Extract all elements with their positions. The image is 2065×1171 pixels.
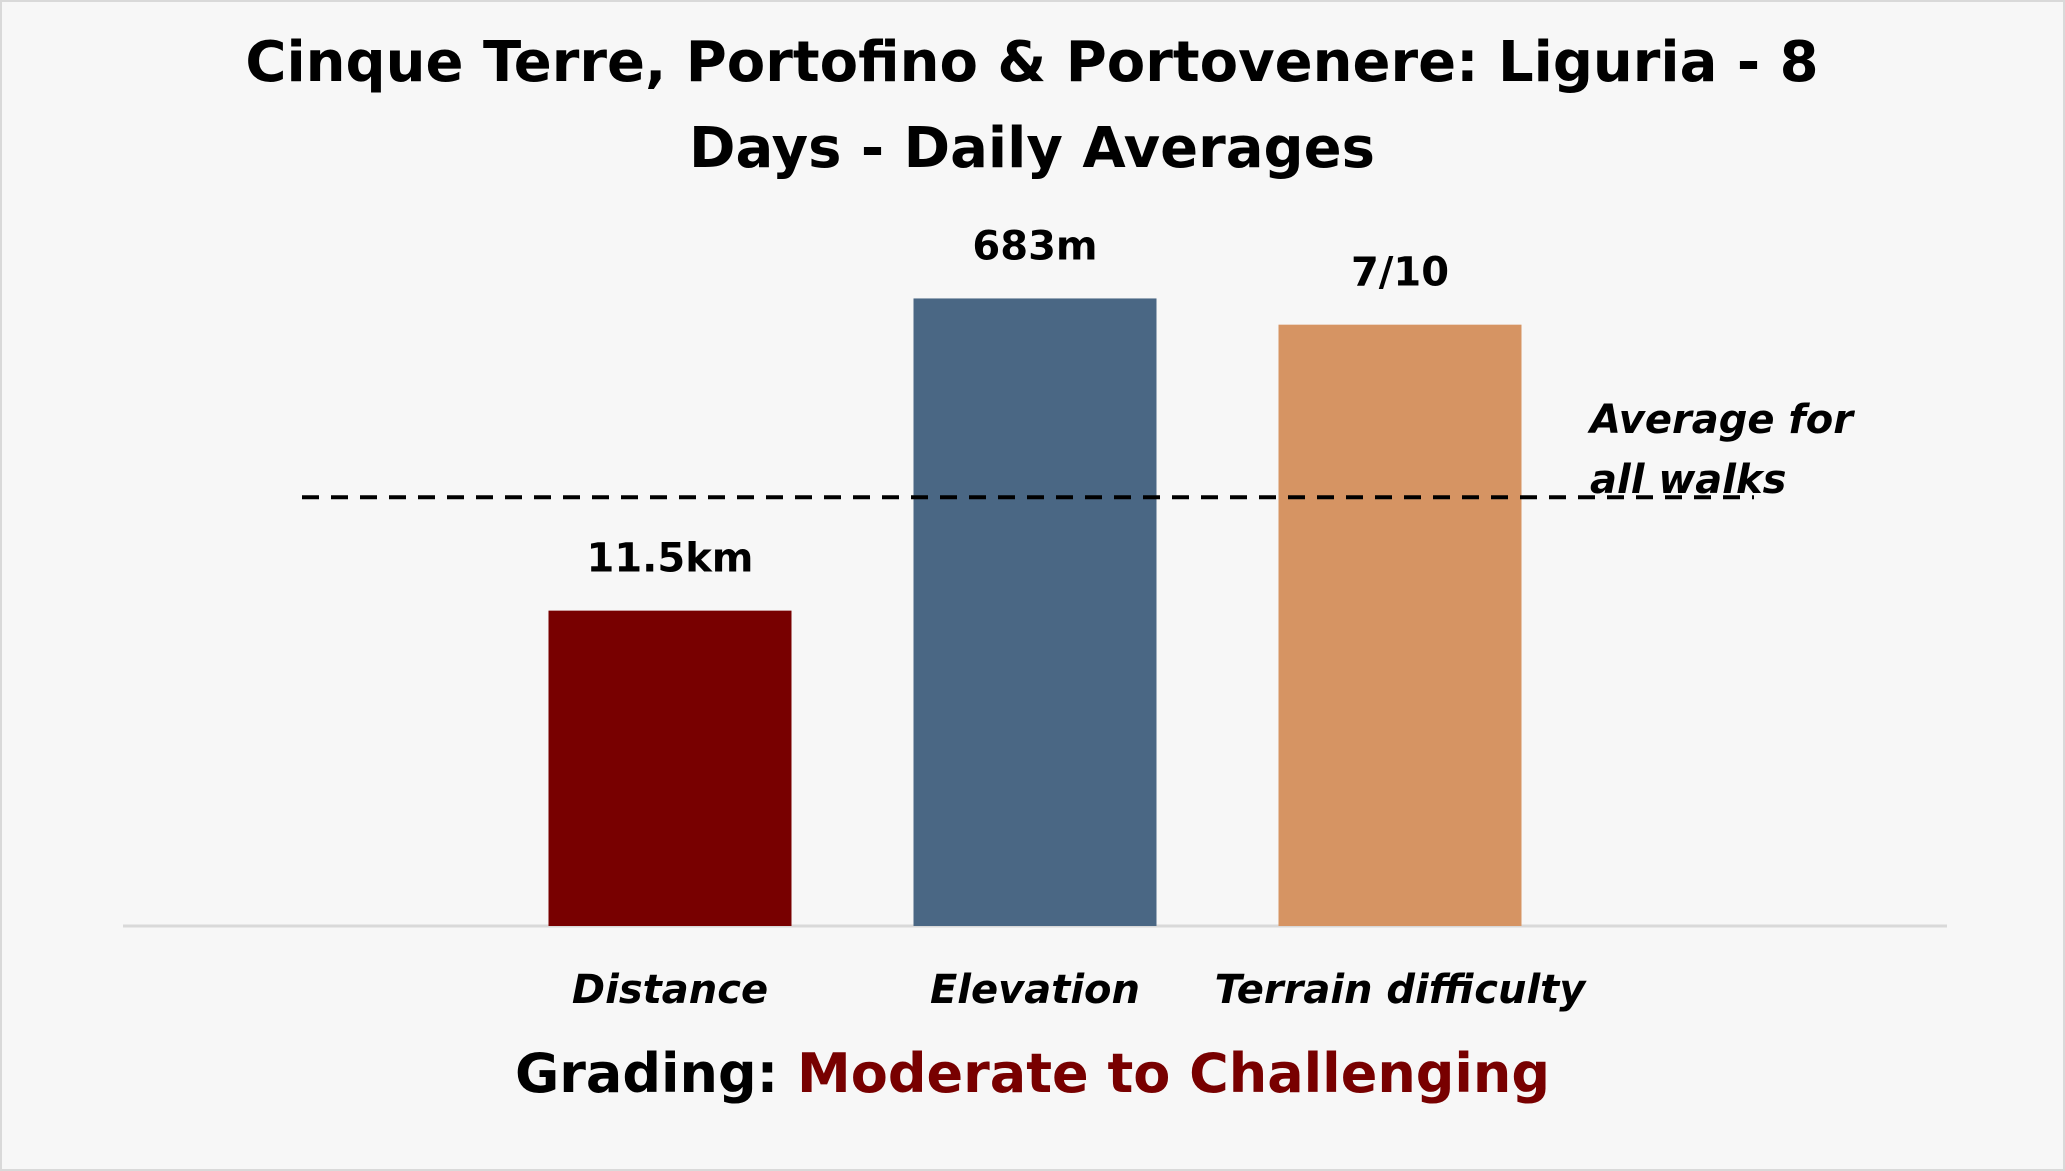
value-label: 7/10 [1351,250,1449,296]
grading-label: Grading: [514,1042,779,1105]
grading-value: Moderate to Challenging [797,1042,1551,1105]
bar [548,610,792,926]
x-tick-label: Distance [572,967,768,1013]
bar [913,298,1157,927]
chart-title: Cinque Terre, Portofino & Portovenere: L… [245,30,1819,181]
x-tick-label: Terrain difficulty [1215,967,1588,1013]
reference-label: Average for all walks [1590,397,1853,503]
bar [1278,324,1522,927]
grading: Grading: Moderate to Challenging [2,1042,2063,1105]
value-label: 11.5km [587,536,754,582]
value-label: 683m [972,223,1097,269]
x-tick-label: Elevation [930,967,1140,1013]
